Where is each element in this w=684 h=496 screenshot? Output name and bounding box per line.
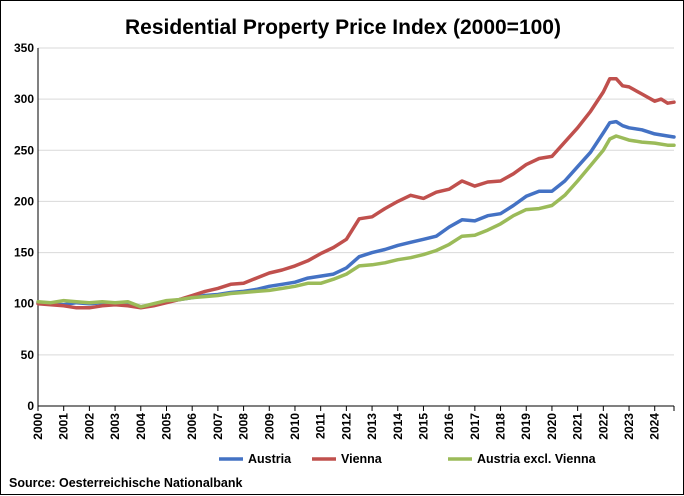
x-tick-label: 2010 xyxy=(288,413,302,440)
x-tick-label: 2024 xyxy=(648,413,662,440)
x-tick-label: 2002 xyxy=(82,413,96,440)
x-tick-label: 2004 xyxy=(134,413,148,440)
x-tick-label: 2019 xyxy=(519,413,533,440)
x-tick-label: 2015 xyxy=(416,413,430,440)
y-tick-label: 250 xyxy=(14,143,34,157)
y-tick-label: 300 xyxy=(14,92,34,106)
axes: 0 50 100 150 200 250 300 350 2000 2001 2002 2003 200… xyxy=(14,41,675,440)
x-tick-label: 2007 xyxy=(211,413,225,440)
series-lines xyxy=(36,76,676,310)
source-note: Source: Oesterreichische Nationalbank xyxy=(9,476,242,490)
legend-label-austria: Austria xyxy=(248,452,292,466)
x-tick-label: 2006 xyxy=(185,413,199,440)
x-tick-label: 2005 xyxy=(159,413,173,440)
x-tick-label: 2018 xyxy=(494,413,508,440)
y-tick-label: 350 xyxy=(14,41,34,55)
x-tick-label: 2001 xyxy=(57,413,71,440)
x-tick-label: 2003 xyxy=(108,413,122,440)
x-tick-label: 2022 xyxy=(596,413,610,440)
x-tick-label: 2013 xyxy=(365,413,379,440)
series-line-vienna xyxy=(36,76,676,310)
chart-title: Residential Property Price Index (2000=1… xyxy=(125,16,561,39)
x-tick-label: 2000 xyxy=(31,413,45,440)
x-tick-label: 2020 xyxy=(545,413,559,440)
y-tick-label: 50 xyxy=(21,348,35,362)
legend-label-austria-excl-vienna: Austria excl. Vienna xyxy=(477,452,597,466)
series-line-austria-excl-vienna xyxy=(36,134,676,309)
y-tick-label: 100 xyxy=(14,297,34,311)
legend-label-vienna: Vienna xyxy=(341,452,383,466)
x-tick-label: 2008 xyxy=(237,413,251,440)
x-tick-label: 2016 xyxy=(442,413,456,440)
x-tick-label: 2014 xyxy=(391,413,405,440)
x-tick-label: 2017 xyxy=(468,413,482,440)
y-tick-label: 0 xyxy=(27,399,34,413)
legend: Austria Vienna Austria excl. Vienna xyxy=(219,452,597,466)
x-tick-label: 2011 xyxy=(314,413,328,439)
x-tick-label: 2021 xyxy=(571,413,585,440)
gridlines xyxy=(38,47,674,356)
x-tick-label: 2009 xyxy=(262,413,276,440)
x-tick-label: 2023 xyxy=(622,413,636,440)
x-tick-label: 2012 xyxy=(339,413,353,440)
y-tick-label: 150 xyxy=(14,246,34,260)
series-line-austria xyxy=(36,119,676,309)
y-tick-label: 200 xyxy=(14,194,34,208)
